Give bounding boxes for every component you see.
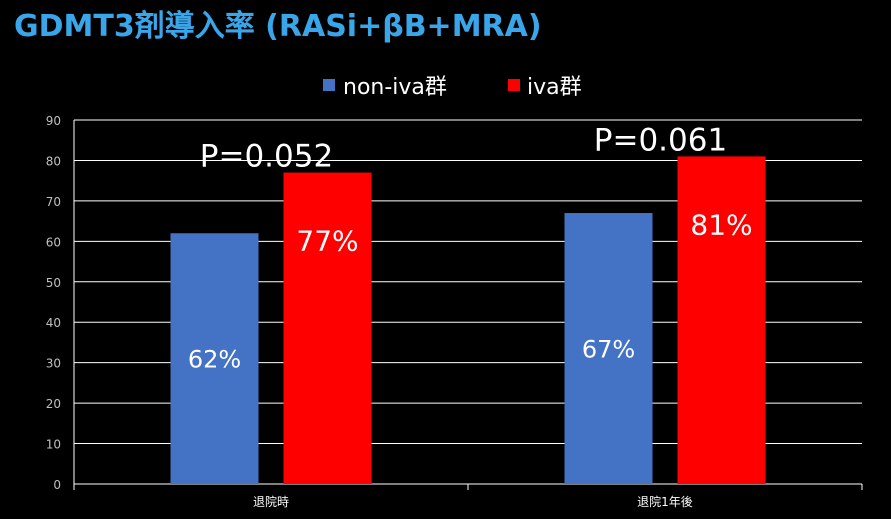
bar-non-iva	[170, 233, 259, 484]
legend-label: non-iva群	[343, 75, 447, 100]
y-tick-label: 20	[46, 397, 61, 411]
legend: non-iva群 iva群	[323, 75, 582, 100]
data-label: 77%	[296, 225, 358, 258]
data-label: 67%	[582, 336, 635, 364]
y-tick-label: 40	[46, 316, 61, 330]
p-value-annotation: P=0.061	[594, 122, 727, 158]
data-label: 62%	[188, 346, 241, 374]
axes: 0 10 20 30 40 50 60 70 80 90 退院時 退院1年後	[46, 114, 863, 509]
y-tick-label: 0	[53, 478, 61, 492]
legend-swatch-iva	[508, 79, 520, 91]
p-value-annotation: P=0.052	[200, 139, 333, 175]
bar-non-iva	[564, 213, 653, 484]
y-tick-label: 90	[46, 114, 61, 128]
y-tick-label: 50	[46, 276, 61, 290]
y-tick-label: 10	[46, 438, 61, 452]
legend-label: iva群	[527, 75, 582, 100]
bar-iva	[283, 172, 372, 485]
x-tick-label: 退院時	[253, 495, 289, 509]
y-tick-label: 80	[46, 154, 61, 168]
data-label: 81%	[690, 208, 752, 241]
bar-iva	[677, 156, 766, 484]
data-labels: 62% 77% P=0.052 67% 81% P=0.061	[188, 122, 753, 373]
y-tick-label: 70	[46, 195, 61, 209]
y-tick-label: 30	[46, 357, 61, 371]
y-tick-label: 60	[46, 235, 61, 249]
legend-swatch-non-iva	[323, 79, 335, 91]
x-tick-label: 退院1年後	[637, 495, 693, 509]
chart-title: GDMT3剤導入率 (RASi+βB+MRA)	[14, 9, 542, 44]
bars	[170, 156, 766, 485]
